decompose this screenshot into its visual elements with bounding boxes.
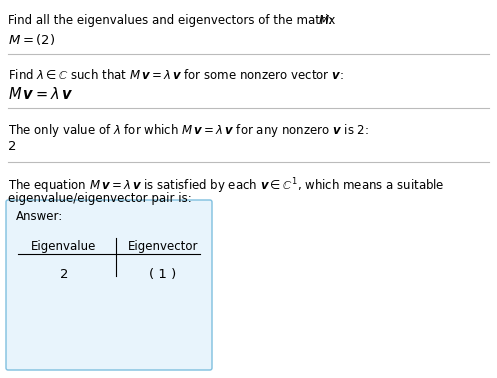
Text: ( 1 ): ( 1 ): [150, 268, 176, 281]
FancyBboxPatch shape: [6, 200, 212, 370]
Text: The equation $M\,\boldsymbol{v} = \lambda\,\boldsymbol{v}$ is satisfied by each : The equation $M\,\boldsymbol{v} = \lambd…: [8, 176, 444, 195]
Text: Find all the eigenvalues and eigenvectors of the matrix: Find all the eigenvalues and eigenvector…: [8, 14, 339, 27]
Text: The only value of $\lambda$ for which $M\,\boldsymbol{v} = \lambda\,\boldsymbol{: The only value of $\lambda$ for which $M…: [8, 122, 369, 139]
Text: 2: 2: [60, 268, 68, 281]
Text: eigenvalue/eigenvector pair is:: eigenvalue/eigenvector pair is:: [8, 192, 192, 205]
Text: $M$:: $M$:: [318, 14, 333, 27]
Text: Eigenvector: Eigenvector: [128, 240, 198, 253]
Text: $M\,\boldsymbol{v} = \lambda\,\boldsymbol{v}$: $M\,\boldsymbol{v} = \lambda\,\boldsymbo…: [8, 86, 74, 102]
Text: $M = ( 2 )$: $M = ( 2 )$: [8, 32, 55, 47]
Text: Answer:: Answer:: [16, 210, 63, 223]
Text: Eigenvalue: Eigenvalue: [31, 240, 97, 253]
Text: Find $\lambda \in \mathbb{C}$ such that $M\,\boldsymbol{v} = \lambda\,\boldsymbo: Find $\lambda \in \mathbb{C}$ such that …: [8, 68, 344, 82]
Text: 2: 2: [8, 140, 16, 153]
